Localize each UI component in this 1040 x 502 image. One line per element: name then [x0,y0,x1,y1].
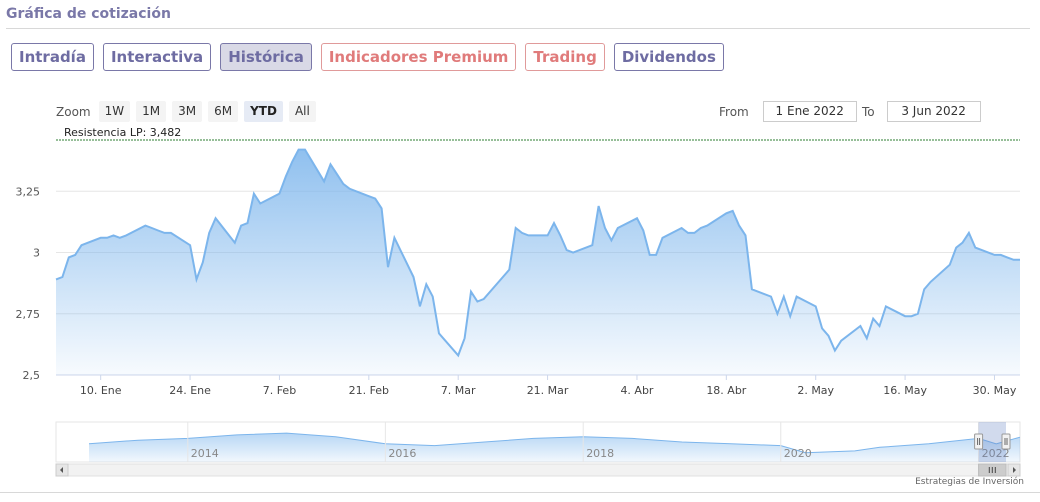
x-tick-label: 24. Ene [169,384,211,397]
date-range-from: From 1 Ene 2022 [719,101,857,122]
y-tick-label: 2,75 [16,308,41,321]
resistance-label: Resistencia LP: 3,482 [64,126,181,139]
x-tick-label: 21. Feb [349,384,389,397]
zoom-selector: Zoom 1W 1M 3M 6M YTD All [56,101,316,122]
zoom-6m-button[interactable]: 6M [208,101,239,122]
y-tick-label: 3,25 [16,185,41,198]
tab-dividendos[interactable]: Dividendos [613,43,724,71]
zoom-1w-button[interactable]: 1W [98,101,131,122]
tab-trading[interactable]: Trading [525,43,605,71]
x-tick-label: 30. May [973,384,1017,397]
navigator-line [88,432,1021,454]
title-divider [6,28,1030,29]
x-tick-label: 2. May [797,384,834,397]
to-label: To [862,104,875,119]
navigator-year-label: 2018 [586,447,614,460]
x-tick-label: 18. Abr [706,384,746,397]
scroll-left-arrow-icon [60,467,63,473]
tab-interactiva[interactable]: Interactiva [102,43,212,71]
zoom-label: Zoom [56,104,91,119]
x-tick-label: 7. Mar [441,384,476,397]
scrollbar-track[interactable] [55,463,1021,477]
tab-historica[interactable]: Histórica [220,43,312,71]
from-label: From [719,104,749,119]
date-range-to: To 3 Jun 2022 [862,101,981,122]
navigator-area [89,433,1020,462]
navigator-year-label: 2022 [982,447,1010,460]
y-tick-label: 2,5 [23,369,41,382]
tab-indicadores-premium[interactable]: Indicadores Premium [320,43,517,71]
navigator-year-label: 2020 [784,447,812,460]
navigator-selection [978,422,1006,462]
zoom-1m-button[interactable]: 1M [136,101,167,122]
x-tick-label: 10. Ene [80,384,122,397]
zoom-ytd-button[interactable]: YTD [244,101,283,122]
navigator-right-handle[interactable] [1001,433,1011,450]
navigator-left-handle[interactable] [974,433,984,450]
scroll-right-arrow-icon [1013,467,1016,473]
x-tick-label: 7. Feb [263,384,296,397]
credit-text: Estrategias de Inversión [915,477,1024,487]
x-tick-label: 16. May [883,384,927,397]
zoom-all-button[interactable]: All [288,101,316,122]
from-date-input[interactable]: 1 Ene 2022 [762,101,857,122]
chart-tabs: Intradía Interactiva Histórica Indicador… [11,43,724,71]
price-line [55,148,1020,358]
price-area-fill [56,149,1020,375]
to-date-input[interactable]: 3 Jun 2022 [886,101,981,122]
page-title: Gráfica de cotización [6,6,171,22]
zoom-3m-button[interactable]: 3M [172,101,203,122]
x-tick-label: 21. Mar [527,384,569,397]
navigator-year-label: 2016 [388,447,416,460]
bottom-divider [0,492,1040,493]
x-tick-label: 4. Abr [620,384,653,397]
tab-intradia[interactable]: Intradía [11,43,94,71]
navigator-year-label: 2014 [191,447,219,460]
y-tick-label: 3 [33,247,40,260]
